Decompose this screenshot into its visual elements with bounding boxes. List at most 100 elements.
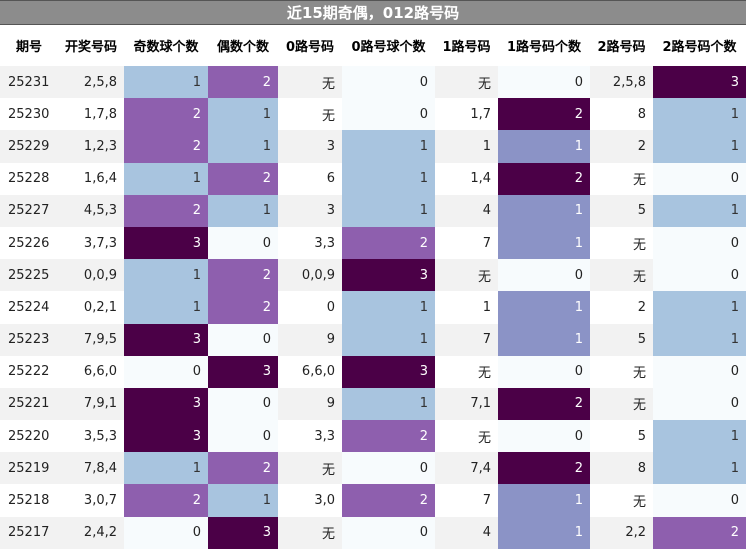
odd-count-cell: 3 <box>124 226 208 260</box>
road2-numbers-cell: 2 <box>590 130 653 163</box>
table-row: 25222 6,6,0 0 3 6,6,0 3 无 0 无 0 <box>0 355 746 388</box>
road1-count-cell: 1 <box>498 516 590 549</box>
road2-numbers-cell: 无 <box>590 226 653 260</box>
sheet-title: 近15期奇偶，012路号码 <box>0 0 746 25</box>
col-header-road1-count: 1路号码个数 <box>498 25 590 66</box>
road2-numbers-cell: 无 <box>590 484 653 517</box>
road0-count-cell: 1 <box>342 387 435 421</box>
issue-cell: 25217 <box>0 516 58 549</box>
issue-cell: 25231 <box>0 66 58 99</box>
col-header-road0-numbers: 0路号码 <box>278 25 342 66</box>
road0-count-cell: 2 <box>342 484 435 517</box>
issue-cell: 25218 <box>0 484 58 517</box>
odd-count-cell: 1 <box>124 452 208 485</box>
road1-count-cell: 2 <box>498 387 590 421</box>
col-header-issue: 期号 <box>0 25 58 66</box>
even-count-cell: 0 <box>208 420 278 453</box>
draw-numbers-cell: 3,0,7 <box>58 484 124 517</box>
odd-count-cell: 3 <box>124 387 208 421</box>
road1-numbers-cell: 7 <box>435 323 498 356</box>
draw-numbers-cell: 0,0,9 <box>58 259 124 292</box>
road0-numbers-cell: 3,3 <box>278 226 342 260</box>
road1-numbers-cell: 1,7 <box>435 98 498 131</box>
issue-cell: 25220 <box>0 420 58 453</box>
even-count-cell: 2 <box>208 291 278 324</box>
road1-count-cell: 2 <box>498 162 590 195</box>
road0-count-cell: 1 <box>342 130 435 163</box>
road2-count-cell: 0 <box>653 387 746 421</box>
draw-numbers-cell: 7,9,5 <box>58 323 124 356</box>
road0-numbers-cell: 无 <box>278 98 342 131</box>
even-count-cell: 0 <box>208 387 278 421</box>
road0-numbers-cell: 9 <box>278 323 342 356</box>
even-count-cell: 3 <box>208 516 278 549</box>
road1-count-cell: 1 <box>498 291 590 324</box>
road2-numbers-cell: 5 <box>590 194 653 227</box>
issue-cell: 25223 <box>0 323 58 356</box>
road2-numbers-cell: 无 <box>590 387 653 421</box>
table-row: 25231 2,5,8 1 2 无 0 无 0 2,5,8 3 <box>0 66 746 99</box>
even-count-cell: 0 <box>208 226 278 260</box>
issue-cell: 25224 <box>0 291 58 324</box>
table-row: 25229 1,2,3 2 1 3 1 1 1 2 1 <box>0 130 746 163</box>
odd-count-cell: 1 <box>124 291 208 324</box>
road2-numbers-cell: 2,5,8 <box>590 66 653 99</box>
table-row: 25219 7,8,4 1 2 无 0 7,4 2 8 1 <box>0 452 746 485</box>
road1-count-cell: 1 <box>498 323 590 356</box>
road2-numbers-cell: 2 <box>590 291 653 324</box>
issue-cell: 25227 <box>0 194 58 227</box>
road1-count-cell: 1 <box>498 226 590 260</box>
road2-count-cell: 1 <box>653 194 746 227</box>
even-count-cell: 2 <box>208 66 278 99</box>
odd-count-cell: 3 <box>124 323 208 356</box>
road0-numbers-cell: 3 <box>278 194 342 227</box>
draw-numbers-cell: 2,5,8 <box>58 66 124 99</box>
road0-numbers-cell: 6,6,0 <box>278 355 342 388</box>
road1-count-cell: 0 <box>498 66 590 99</box>
road0-numbers-cell: 无 <box>278 516 342 549</box>
table-row: 25228 1,6,4 1 2 6 1 1,4 2 无 0 <box>0 162 746 195</box>
draw-numbers-cell: 7,9,1 <box>58 387 124 421</box>
issue-cell: 25221 <box>0 387 58 421</box>
odd-count-cell: 0 <box>124 516 208 549</box>
issue-cell: 25228 <box>0 162 58 195</box>
road2-numbers-cell: 无 <box>590 162 653 195</box>
even-count-cell: 2 <box>208 452 278 485</box>
road2-numbers-cell: 5 <box>590 323 653 356</box>
road0-numbers-cell: 9 <box>278 387 342 421</box>
stats-table: 期号 开奖号码 奇数球个数 偶数个数 0路号码 0路号球个数 1路号码 1路号码… <box>0 25 746 549</box>
odd-count-cell: 1 <box>124 162 208 195</box>
issue-cell: 25229 <box>0 130 58 163</box>
table-row: 25220 3,5,3 3 0 3,3 2 无 0 5 1 <box>0 420 746 453</box>
odd-count-cell: 2 <box>124 484 208 517</box>
odd-count-cell: 0 <box>124 355 208 388</box>
col-header-road0-count: 0路号球个数 <box>342 25 435 66</box>
col-header-odd-count: 奇数球个数 <box>124 25 208 66</box>
even-count-cell: 1 <box>208 130 278 163</box>
road2-count-cell: 2 <box>653 516 746 549</box>
road1-numbers-cell: 无 <box>435 355 498 388</box>
odd-count-cell: 3 <box>124 420 208 453</box>
road2-count-cell: 0 <box>653 226 746 260</box>
draw-numbers-cell: 7,8,4 <box>58 452 124 485</box>
draw-numbers-cell: 3,5,3 <box>58 420 124 453</box>
even-count-cell: 1 <box>208 484 278 517</box>
col-header-even-count: 偶数个数 <box>208 25 278 66</box>
issue-cell: 25225 <box>0 259 58 292</box>
road1-count-cell: 1 <box>498 130 590 163</box>
draw-numbers-cell: 2,4,2 <box>58 516 124 549</box>
road0-numbers-cell: 0 <box>278 291 342 324</box>
road0-count-cell: 0 <box>342 98 435 131</box>
road2-count-cell: 0 <box>653 484 746 517</box>
road2-count-cell: 1 <box>653 452 746 485</box>
col-header-road2-count: 2路号码个数 <box>653 25 746 66</box>
road2-count-cell: 0 <box>653 355 746 388</box>
road0-numbers-cell: 3,3 <box>278 420 342 453</box>
road1-count-cell: 0 <box>498 420 590 453</box>
road0-numbers-cell: 3,0 <box>278 484 342 517</box>
road0-count-cell: 1 <box>342 323 435 356</box>
road0-count-cell: 2 <box>342 226 435 260</box>
road1-count-cell: 1 <box>498 484 590 517</box>
road0-count-cell: 0 <box>342 516 435 549</box>
road2-count-cell: 0 <box>653 259 746 292</box>
